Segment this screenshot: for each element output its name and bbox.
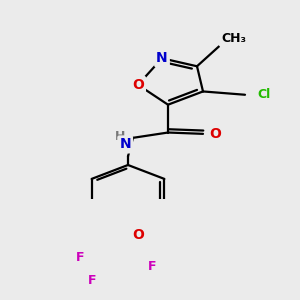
Text: N: N (156, 51, 168, 65)
Text: Cl: Cl (257, 88, 270, 101)
Text: F: F (148, 260, 157, 273)
Text: O: O (132, 78, 144, 92)
Text: O: O (132, 228, 144, 242)
Text: O: O (209, 127, 221, 141)
Text: CH₃: CH₃ (221, 32, 246, 45)
Text: H: H (115, 130, 125, 143)
Text: F: F (88, 274, 96, 287)
Text: N: N (119, 137, 131, 152)
Text: F: F (76, 251, 84, 264)
